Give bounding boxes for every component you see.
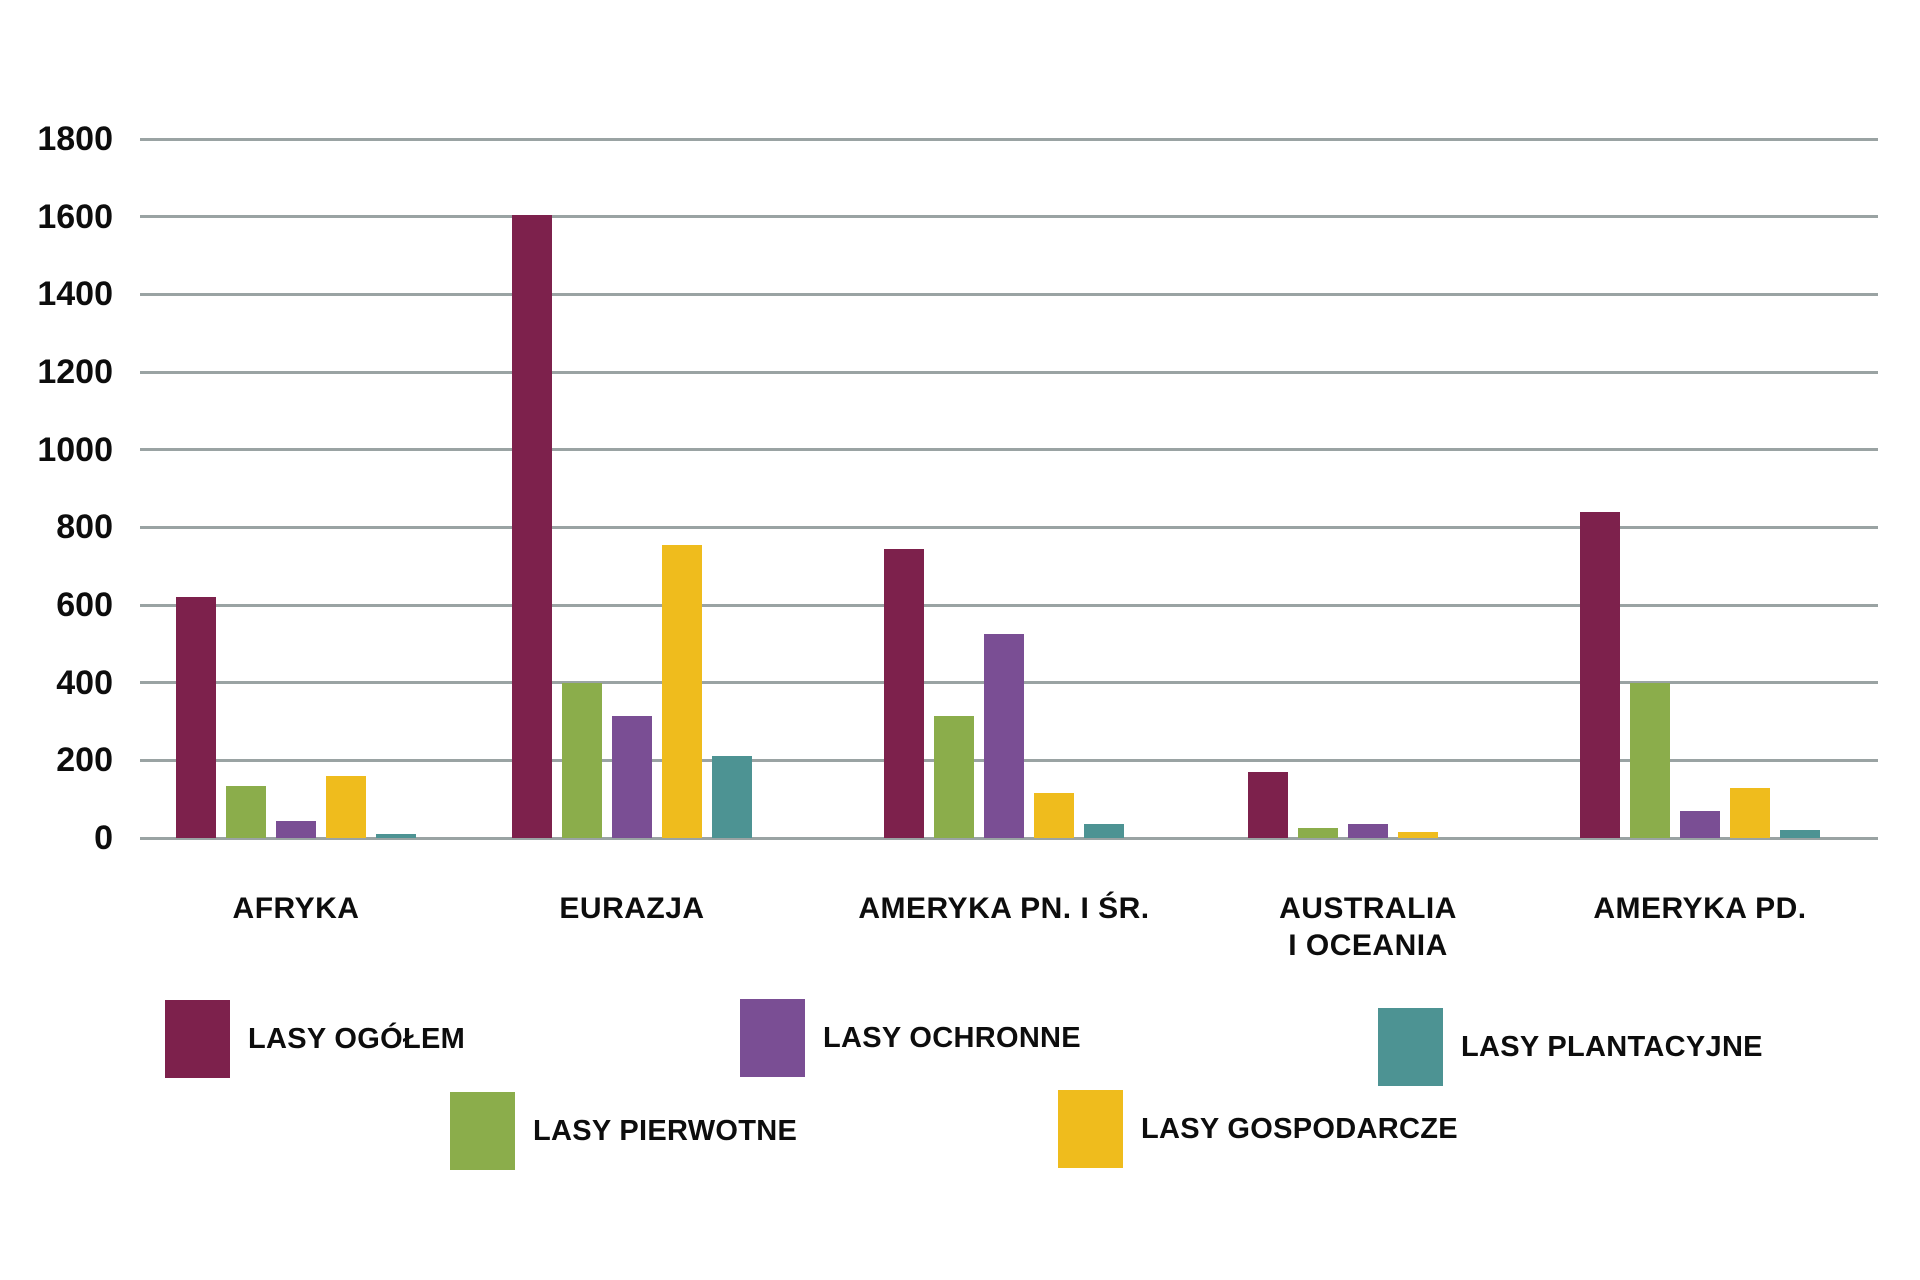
- legend-label-lasy-pierwotne: LASY PIERWOTNE: [533, 1114, 798, 1147]
- bar-lasy-plantacyjne-afryka: [376, 834, 416, 838]
- y-axis-tick-label: 600: [56, 586, 113, 624]
- bar-lasy-plantacyjne-eurazja: [712, 756, 752, 838]
- gridline-600: [140, 603, 1878, 607]
- y-axis-tick-label: 1600: [37, 197, 113, 236]
- bar-lasy-plantacyjne-ameryka-pd: [1780, 830, 1820, 838]
- bar-lasy-pierwotne-ameryka-pd: [1630, 682, 1670, 838]
- legend-label-lasy-ochronne: LASY OCHRONNE: [823, 1021, 1081, 1054]
- bar-lasy-pierwotne-ameryka-pn-i-sr: [934, 715, 974, 838]
- gridline-0: [140, 836, 1878, 840]
- bar-lasy-gospodarcze-eurazja: [662, 544, 702, 838]
- legend-item-lasy-ochronne: LASY OCHRONNE: [740, 999, 1081, 1077]
- legend-swatch-lasy-ogolem: [165, 1000, 230, 1078]
- legend-swatch-lasy-plantacyjne: [1378, 1008, 1443, 1086]
- x-axis-label-ameryka-pn-i-sr: AMERYKA PN. I ŚR.: [858, 892, 1150, 925]
- x-axis-label-afryka: AFRYKA: [232, 892, 360, 925]
- bar-lasy-plantacyjne-ameryka-pn-i-sr: [1084, 824, 1124, 838]
- bar-lasy-ogolem-australia-i-oceania: [1248, 771, 1288, 838]
- legend-swatch-lasy-pierwotne: [450, 1092, 515, 1170]
- bar-lasy-gospodarcze-afryka: [326, 775, 366, 838]
- bar-lasy-ochronne-afryka: [276, 820, 316, 838]
- bar-lasy-ochronne-ameryka-pn-i-sr: [984, 634, 1024, 838]
- x-axis-label-australia-i-oceania: AUSTRALIA I OCEANIA: [1279, 892, 1457, 962]
- bar-lasy-pierwotne-afryka: [226, 785, 266, 838]
- y-axis-tick-label: 800: [56, 508, 113, 547]
- gridline-1400: [140, 292, 1878, 296]
- bar-lasy-pierwotne-australia-i-oceania: [1298, 828, 1338, 838]
- y-axis-tick-label: 200: [56, 741, 113, 780]
- bar-lasy-ogolem-afryka: [176, 597, 216, 838]
- legend-swatch-lasy-gospodarcze: [1058, 1090, 1123, 1168]
- bar-lasy-ochronne-ameryka-pd: [1680, 810, 1720, 838]
- bar-lasy-gospodarcze-ameryka-pd: [1730, 787, 1770, 838]
- gridline-1800: [140, 137, 1878, 141]
- y-axis-tick-label: 0: [94, 819, 113, 857]
- bar-lasy-gospodarcze-ameryka-pn-i-sr: [1034, 793, 1074, 838]
- legend-item-lasy-gospodarcze: LASY GOSPODARCZE: [1058, 1090, 1458, 1168]
- gridline-1600: [140, 215, 1878, 219]
- bar-lasy-ogolem-eurazja: [512, 214, 552, 838]
- legend-item-lasy-plantacyjne: LASY PLANTACYJNE: [1378, 1008, 1763, 1086]
- legend-item-lasy-ogolem: LASY OGÓŁEM: [165, 1000, 465, 1078]
- bar-lasy-ochronne-eurazja: [612, 715, 652, 838]
- legend-label-lasy-gospodarcze: LASY GOSPODARCZE: [1141, 1112, 1458, 1145]
- y-axis-tick-label: 400: [56, 663, 113, 702]
- legend-label-lasy-plantacyjne: LASY PLANTACYJNE: [1461, 1030, 1763, 1063]
- legend-item-lasy-pierwotne: LASY PIERWOTNE: [450, 1092, 797, 1170]
- bar-lasy-ogolem-ameryka-pn-i-sr: [884, 548, 924, 838]
- gridline-800: [140, 525, 1878, 529]
- bar-lasy-ochronne-australia-i-oceania: [1348, 824, 1388, 838]
- gridline-1200: [140, 370, 1878, 374]
- y-axis-tick-label: 1000: [37, 430, 113, 469]
- legend-label-lasy-ogolem: LASY OGÓŁEM: [248, 1022, 466, 1055]
- x-axis-label-ameryka-pd: AMERYKA PD.: [1593, 892, 1807, 925]
- y-axis-tick-label: 1800: [37, 120, 113, 158]
- legend-swatch-lasy-ochronne: [740, 999, 805, 1077]
- gridline-1000: [140, 448, 1878, 452]
- y-axis-tick-label: 1400: [37, 275, 113, 314]
- bar-lasy-ogolem-ameryka-pd: [1580, 511, 1620, 838]
- x-axis-label-eurazja: EURAZJA: [559, 892, 705, 925]
- y-axis-tick-label: 1200: [37, 353, 113, 391]
- bar-lasy-pierwotne-eurazja: [562, 682, 602, 838]
- bar-lasy-gospodarcze-australia-i-oceania: [1398, 832, 1438, 838]
